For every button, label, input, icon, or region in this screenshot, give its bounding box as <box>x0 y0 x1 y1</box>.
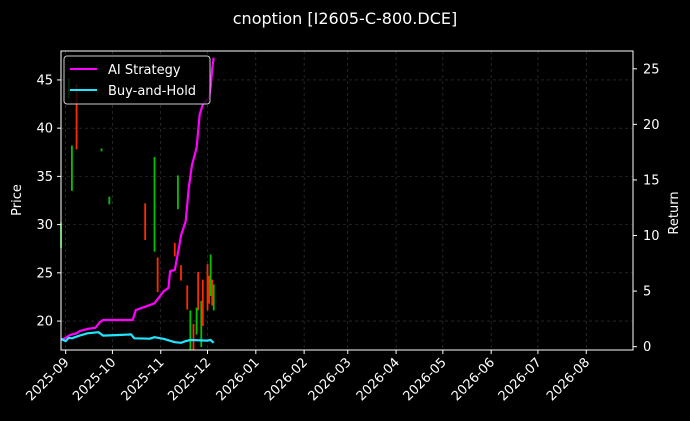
return-tick-label: 10 <box>643 229 660 244</box>
series-line-buyhold <box>60 331 215 344</box>
candle <box>200 300 203 348</box>
candle <box>212 284 215 311</box>
return-tick-label: 15 <box>643 173 660 188</box>
return-lines <box>60 57 215 344</box>
candle <box>153 157 156 252</box>
return-axis-label: Return <box>667 191 682 234</box>
candle <box>208 275 210 304</box>
candle <box>173 242 176 257</box>
series-line-strategy <box>60 57 215 341</box>
candle <box>197 271 200 311</box>
return-tick-label: 0 <box>643 340 651 355</box>
candle <box>75 83 78 150</box>
candle <box>192 323 195 350</box>
price-tick-label: 40 <box>36 122 53 137</box>
legend-box <box>63 55 211 105</box>
price-tick-label: 25 <box>36 266 53 281</box>
candle <box>211 279 214 306</box>
price-axis: 20 25 30 35 40 45 <box>36 73 61 330</box>
candle <box>209 254 212 296</box>
candlesticks <box>60 78 215 350</box>
legend-label-buyhold: Buy-and-Hold <box>108 84 196 99</box>
candle <box>108 196 111 205</box>
candle <box>180 265 182 281</box>
candle <box>195 307 198 335</box>
chart-title: cnoption [I2605-C-800.DCE] <box>233 9 457 28</box>
candle <box>176 175 179 210</box>
price-tick-label: 20 <box>36 315 53 330</box>
candle <box>206 264 209 311</box>
return-tick-label: 20 <box>643 118 660 133</box>
candle <box>71 145 73 191</box>
candle <box>100 148 103 152</box>
price-tick-label: 45 <box>36 73 53 88</box>
candle <box>186 285 189 310</box>
candle <box>144 203 147 241</box>
price-tick-label: 30 <box>36 218 53 233</box>
price-axis-label: Price <box>10 184 25 216</box>
return-tick-label: 5 <box>643 285 651 300</box>
candle <box>189 310 192 350</box>
plot-frame <box>60 50 634 351</box>
legend-label-strategy: AI Strategy <box>108 63 181 78</box>
legend: AI Strategy Buy-and-Hold <box>63 55 211 105</box>
return-tick-label: 25 <box>643 62 660 77</box>
candle <box>201 279 204 326</box>
return-axis: 0 5 10 15 20 25 <box>633 62 660 355</box>
candle <box>156 257 159 293</box>
price-tick-label: 35 <box>36 170 53 185</box>
